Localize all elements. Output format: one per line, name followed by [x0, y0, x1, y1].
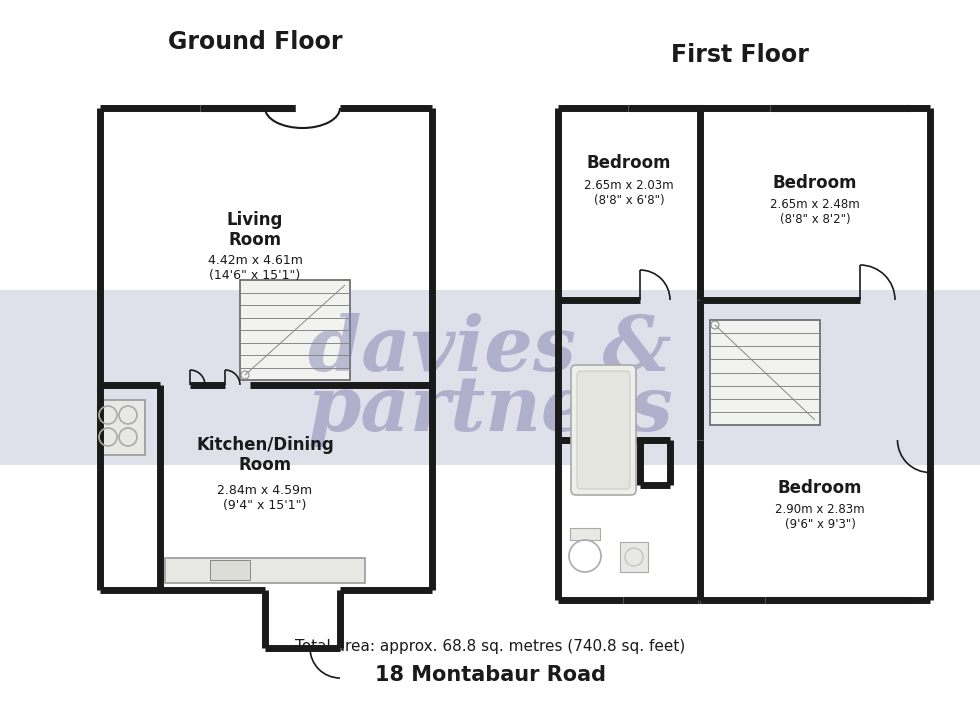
- Bar: [240, 280, 350, 380]
- Text: Bedroom: Bedroom: [773, 174, 858, 192]
- Text: Living
Room: Living Room: [226, 211, 283, 249]
- Text: 2.65m x 2.48m
(8'8" x 8'2"): 2.65m x 2.48m (8'8" x 8'2"): [770, 198, 859, 226]
- Text: partners: partners: [307, 373, 673, 447]
- Text: 18 Montabaur Road: 18 Montabaur Road: [374, 665, 606, 685]
- Text: Bedroom: Bedroom: [778, 479, 862, 497]
- Text: 4.42m x 4.61m
(14'6" x 15'1"): 4.42m x 4.61m (14'6" x 15'1"): [208, 254, 303, 282]
- FancyBboxPatch shape: [577, 371, 630, 489]
- Bar: [620, 542, 648, 572]
- Bar: [165, 558, 365, 583]
- Bar: [710, 320, 820, 425]
- Text: 2.65m x 2.03m
(8'8" x 6'8"): 2.65m x 2.03m (8'8" x 6'8"): [584, 179, 674, 207]
- Text: 2.90m x 2.83m
(9'6" x 9'3"): 2.90m x 2.83m (9'6" x 9'3"): [775, 503, 864, 531]
- Text: First Floor: First Floor: [671, 43, 808, 67]
- FancyBboxPatch shape: [571, 365, 636, 495]
- Bar: [0, 290, 980, 465]
- Text: Ground Floor: Ground Floor: [168, 30, 342, 54]
- Text: Kitchen/Dining
Room: Kitchen/Dining Room: [196, 436, 334, 474]
- Text: Total area: approx. 68.8 sq. metres (740.8 sq. feet): Total area: approx. 68.8 sq. metres (740…: [295, 639, 685, 654]
- Bar: [570, 528, 600, 540]
- Text: 2.84m x 4.59m
(9'4" x 15'1"): 2.84m x 4.59m (9'4" x 15'1"): [218, 484, 313, 512]
- Bar: [100, 400, 145, 455]
- Bar: [210, 560, 250, 580]
- Text: davies &: davies &: [309, 313, 671, 387]
- Text: Bedroom: Bedroom: [587, 154, 671, 172]
